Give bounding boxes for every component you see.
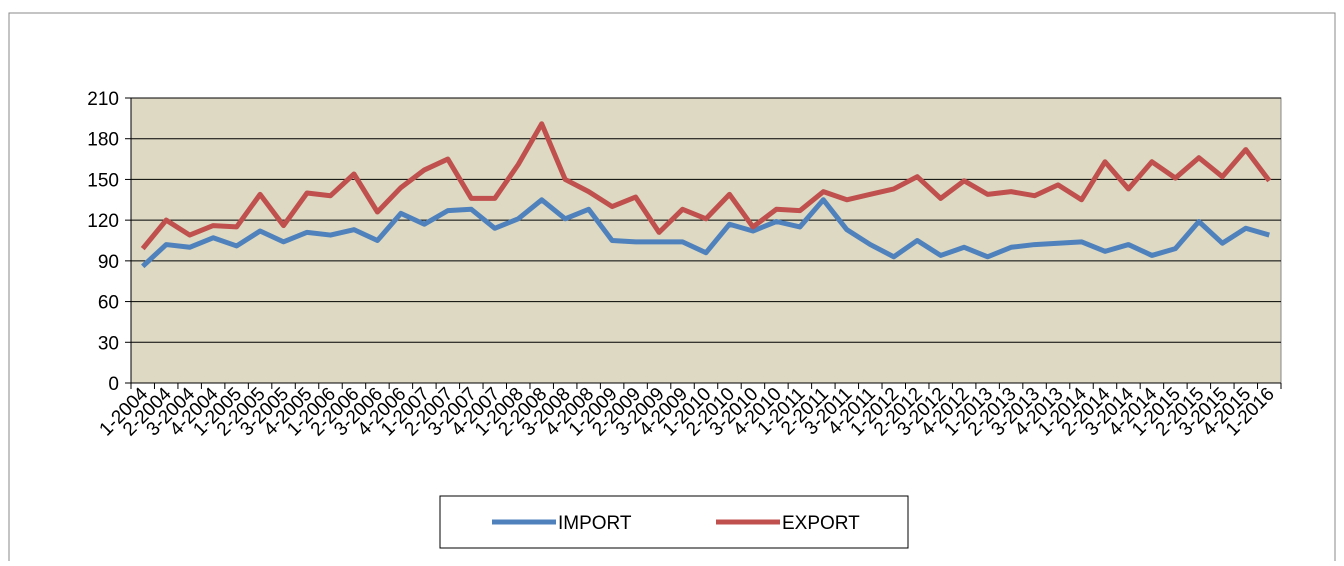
y-tick-label: 180 xyxy=(87,130,119,151)
y-tick-label: 120 xyxy=(87,211,119,232)
y-tick-label: 60 xyxy=(98,293,119,314)
legend-label: IMPORT xyxy=(558,513,632,534)
y-tick-label: 150 xyxy=(87,170,119,191)
y-tick-label: 90 xyxy=(98,252,119,273)
series-line xyxy=(140,121,1272,251)
y-tick-label: 210 xyxy=(87,89,119,110)
legend-label: EXPORT xyxy=(782,513,860,534)
y-tick-label: 30 xyxy=(98,333,119,354)
series-line xyxy=(141,197,1270,269)
plot-area xyxy=(130,97,1282,384)
y-tick-label: 0 xyxy=(108,374,119,395)
